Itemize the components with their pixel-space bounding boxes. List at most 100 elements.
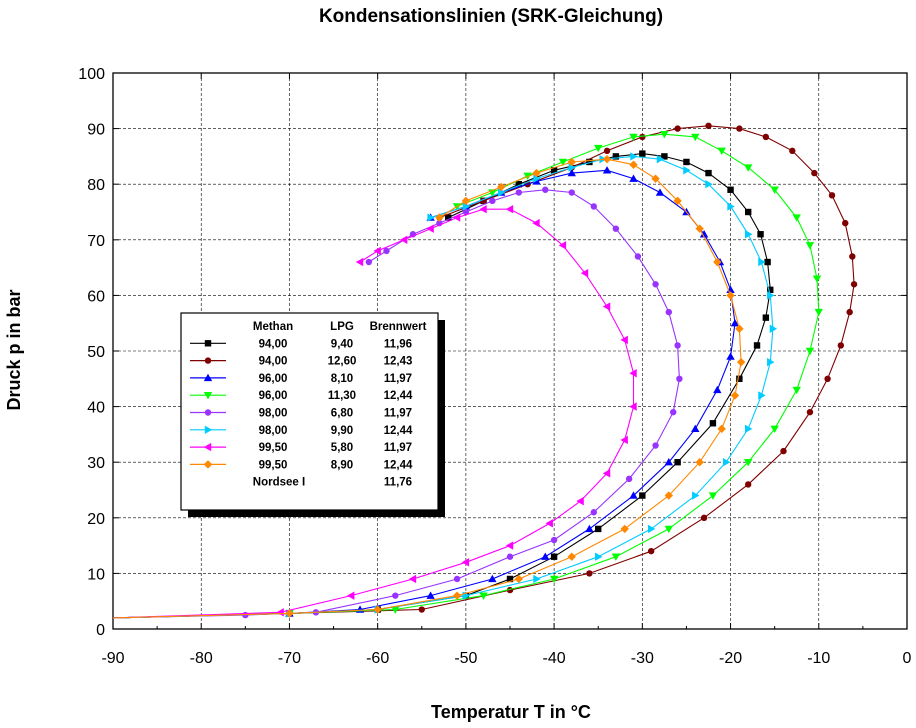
legend-methan-value: 94,00 xyxy=(259,338,288,350)
legend-swatch-marker xyxy=(204,409,212,416)
legend-methan-value: 98,00 xyxy=(259,425,288,437)
data-point xyxy=(665,308,672,316)
legend-lpg-value: 8,90 xyxy=(331,459,353,471)
data-point xyxy=(629,160,638,169)
data-point xyxy=(664,525,673,534)
data-point xyxy=(629,369,637,378)
data-point xyxy=(757,231,764,238)
data-point xyxy=(767,286,774,294)
data-point xyxy=(602,154,612,164)
data-point xyxy=(549,575,559,584)
data-point xyxy=(674,459,681,466)
data-point xyxy=(462,208,470,216)
data-point xyxy=(736,357,746,367)
data-point xyxy=(542,186,549,193)
data-point xyxy=(674,125,681,132)
legend-row: 94,00 12,60 12,43 xyxy=(190,356,412,368)
data-point xyxy=(655,188,665,196)
data-point xyxy=(647,524,656,534)
data-point xyxy=(634,253,642,260)
legend-swatch-marker xyxy=(203,373,213,382)
data-point xyxy=(717,147,726,156)
data-point xyxy=(730,391,740,400)
data-point xyxy=(532,168,541,178)
legend-row: 98,00 6,80 11,97 xyxy=(190,408,412,420)
y-tick-label: 60 xyxy=(87,288,105,305)
legend-brennwert-value: 11,97 xyxy=(384,408,412,420)
data-point xyxy=(630,152,638,161)
data-point xyxy=(849,253,856,260)
data-point xyxy=(683,166,691,175)
legend-brennwert-value: 12,44 xyxy=(384,425,413,437)
data-point xyxy=(586,570,593,577)
data-point xyxy=(461,558,470,567)
data-point xyxy=(745,208,752,216)
data-point xyxy=(594,144,603,153)
data-point xyxy=(812,275,822,283)
data-point xyxy=(506,575,514,583)
data-point xyxy=(824,375,831,382)
legend-methan-value: 96,00 xyxy=(259,390,288,402)
data-point xyxy=(611,553,621,561)
y-tick-label: 0 xyxy=(96,622,105,639)
legend: Methan LPG Brennwert 94,00 9,40 11,96 94,00 12,… xyxy=(180,312,445,517)
data-point xyxy=(647,547,655,555)
legend-header-methan: Methan xyxy=(253,321,293,333)
data-point xyxy=(576,496,584,506)
series-8 xyxy=(112,154,746,619)
data-point xyxy=(745,230,753,239)
data-point xyxy=(506,553,514,560)
y-tick-label: 100 xyxy=(78,66,105,83)
data-point xyxy=(515,181,523,188)
data-point xyxy=(695,458,704,467)
data-point xyxy=(691,133,700,142)
data-point xyxy=(558,158,568,167)
data-point xyxy=(850,281,858,288)
data-point xyxy=(767,291,775,300)
data-point xyxy=(620,335,628,345)
data-point xyxy=(727,186,734,193)
data-point xyxy=(717,424,726,434)
y-axis-title: Druck p in bar xyxy=(4,289,24,410)
data-point xyxy=(770,425,779,434)
x-axis-title: Temperatur T in °C xyxy=(431,702,591,722)
x-tick-label: -10 xyxy=(807,650,830,667)
legend-brennwert-value: 12,44 xyxy=(384,390,413,402)
legend-brennwert-value: 12,43 xyxy=(384,356,413,368)
legend-swatch-marker xyxy=(204,357,212,364)
data-point xyxy=(837,342,845,349)
data-point xyxy=(550,553,558,560)
data-point xyxy=(846,308,853,316)
data-point xyxy=(639,150,646,157)
legend-nordsee-label: Nordsee I xyxy=(253,477,305,489)
data-point xyxy=(769,324,778,333)
data-point xyxy=(639,133,646,141)
data-point xyxy=(426,591,435,599)
data-point xyxy=(620,435,628,445)
data-point xyxy=(585,524,594,533)
data-point xyxy=(568,163,576,172)
data-point xyxy=(567,168,576,177)
legend-row: 94,00 9,40 11,96 xyxy=(190,338,412,350)
y-tick-label: 30 xyxy=(87,455,105,472)
data-point xyxy=(709,420,717,427)
data-point xyxy=(399,235,408,244)
legend-header-lpg: LPG xyxy=(330,321,354,333)
data-point xyxy=(764,258,771,266)
y-tick-label: 40 xyxy=(87,400,105,417)
data-point xyxy=(842,219,849,227)
data-point xyxy=(736,375,743,382)
data-point xyxy=(595,552,603,561)
data-point xyxy=(408,574,417,584)
legend-row: 96,00 8,10 11,97 xyxy=(190,373,412,385)
data-point xyxy=(595,525,602,533)
data-point xyxy=(691,424,700,433)
data-point xyxy=(532,218,540,228)
data-point xyxy=(828,192,836,199)
data-point xyxy=(770,186,779,194)
x-tick-label: -70 xyxy=(278,650,301,667)
data-point xyxy=(651,174,660,183)
data-point xyxy=(695,224,704,233)
data-point xyxy=(792,386,801,395)
data-point xyxy=(426,224,434,233)
